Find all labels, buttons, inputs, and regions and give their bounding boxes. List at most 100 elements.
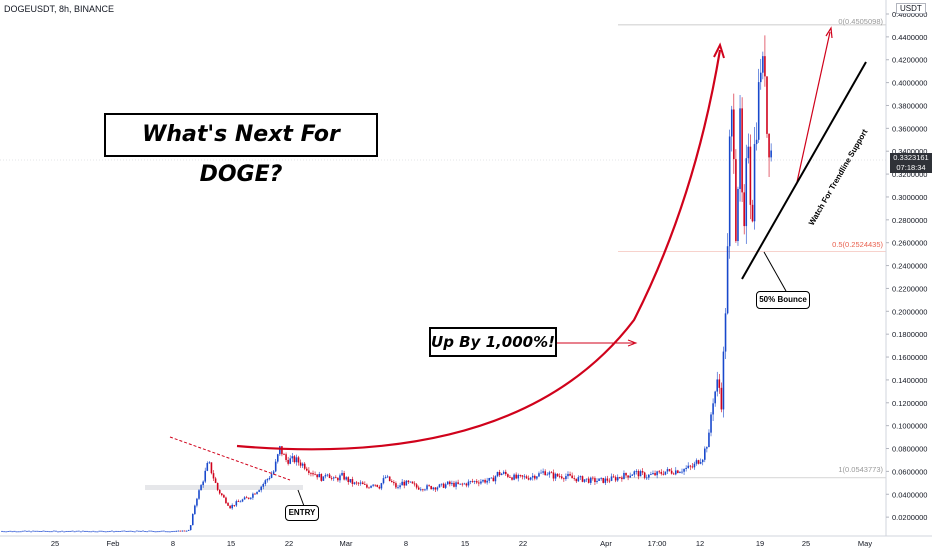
candle [258, 489, 260, 493]
candle-body [540, 472, 542, 474]
candle-body [741, 108, 743, 193]
candle-body [459, 483, 461, 485]
candle-body [432, 487, 435, 490]
candle [726, 233, 729, 315]
candle [345, 476, 347, 481]
candle [751, 199, 754, 223]
candle [198, 488, 200, 501]
candle [544, 469, 546, 476]
candle-body [312, 473, 314, 475]
candle [480, 479, 482, 485]
candle [324, 473, 327, 479]
candle [621, 475, 623, 482]
candle [577, 475, 580, 482]
y-tick-label: 0.3000000 [892, 193, 927, 202]
candle [233, 504, 236, 507]
candle-body [677, 470, 679, 473]
candle [573, 475, 576, 481]
candle-body [233, 504, 236, 506]
candle-body [509, 476, 511, 478]
candle [430, 485, 432, 490]
candle [697, 459, 700, 465]
candle-body [733, 109, 735, 160]
candle [328, 472, 331, 479]
fib-level-0-label: 0(0.4505098) [838, 17, 883, 26]
candle-body [206, 462, 209, 471]
candle [629, 472, 631, 478]
candle-body [382, 478, 385, 484]
parabolic-arrowhead [713, 42, 725, 59]
candle-body [668, 469, 671, 471]
candle [484, 478, 486, 484]
candle [612, 474, 615, 478]
candle [681, 468, 683, 474]
candle-body [695, 460, 698, 464]
y-tick-label: 0.0200000 [892, 513, 927, 522]
candle [455, 480, 457, 490]
y-tick-label: 0.4600000 [892, 10, 927, 19]
candle [322, 476, 325, 481]
y-tick-label: 0.1000000 [892, 422, 927, 431]
candle-body [374, 484, 377, 486]
candle [685, 465, 687, 472]
candle [206, 461, 209, 472]
candle-body [701, 459, 704, 463]
candle-body [461, 483, 464, 485]
candle-body [351, 479, 354, 484]
candle [330, 475, 333, 481]
candle-body [212, 473, 215, 479]
candle-body [401, 481, 403, 486]
candle-body [262, 484, 265, 487]
candle [364, 481, 366, 486]
candle-body [718, 379, 721, 388]
candle-body [216, 482, 219, 490]
candle [451, 480, 453, 487]
candle-body [757, 82, 760, 140]
currency-button[interactable]: USDT [896, 3, 926, 14]
candle [372, 483, 374, 488]
candle [397, 484, 399, 490]
candle [353, 481, 356, 485]
candle [759, 58, 762, 90]
candle-body [755, 139, 758, 145]
candle [755, 122, 758, 151]
candle [583, 479, 586, 483]
y-tick-label: 0.4000000 [892, 79, 927, 88]
candle-body [538, 473, 540, 477]
up-label-arrowhead [627, 339, 638, 347]
candle-body [411, 481, 414, 484]
candle-body [577, 477, 580, 482]
candle-body [633, 471, 636, 475]
candle [210, 462, 213, 475]
candle [436, 486, 439, 492]
candle-body [281, 446, 283, 455]
trendline-support [741, 61, 867, 280]
y-tick-label: 0.1800000 [892, 330, 927, 339]
y-tick-label: 0.3400000 [892, 147, 927, 156]
candle [463, 482, 466, 485]
candle [438, 483, 441, 488]
candle-body [500, 473, 503, 476]
candle [274, 458, 277, 473]
candle [382, 475, 385, 485]
candle-body [689, 465, 692, 467]
candle [691, 463, 694, 469]
candle [575, 478, 578, 484]
candle-body [260, 486, 262, 491]
candle-body [498, 471, 501, 476]
candle-body [420, 489, 422, 491]
candle [519, 474, 522, 478]
candle [285, 452, 287, 463]
candle-body [517, 475, 520, 479]
candle-body [536, 476, 538, 479]
candle [525, 474, 528, 479]
candle-body [301, 463, 304, 466]
candle [189, 525, 192, 531]
candle [492, 475, 495, 482]
parabolic-curve [236, 49, 722, 451]
candle [641, 468, 644, 475]
candle-body [585, 478, 588, 480]
candle-body [289, 458, 292, 464]
y-tick-label: 0.0800000 [892, 445, 927, 454]
